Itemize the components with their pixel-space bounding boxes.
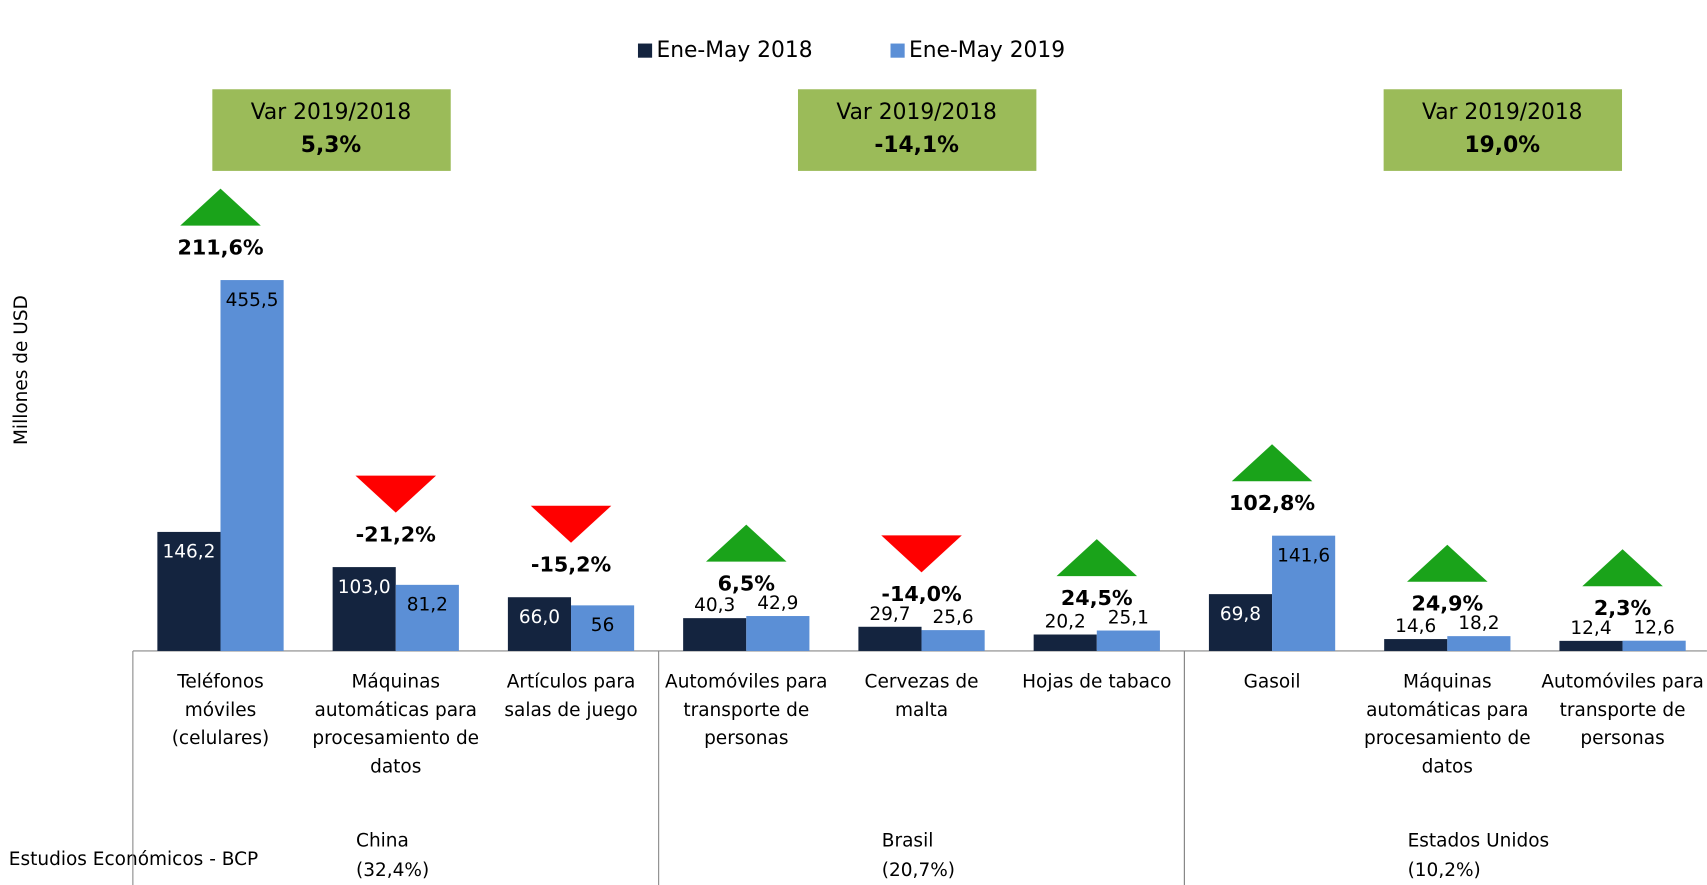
legend-swatch [637, 43, 653, 58]
change-arrow [180, 188, 261, 226]
bar [683, 618, 747, 651]
change-arrow [1582, 549, 1663, 587]
x-tick-label: Cervezas de malta [865, 672, 979, 721]
bar [571, 605, 635, 651]
change-label: -14,0% [881, 582, 962, 606]
legend-label: Ene-May 2018 [656, 38, 812, 63]
change-arrow [530, 505, 612, 543]
bar [1272, 535, 1336, 651]
bar [1559, 640, 1623, 651]
bar [220, 280, 284, 651]
bar [921, 630, 985, 651]
value-label: 14,6 [1395, 616, 1436, 637]
x-tick-label: Hojas de tabaco [1022, 672, 1171, 693]
change-label: 102,8% [1229, 491, 1315, 515]
change-arrow [1407, 544, 1488, 582]
x-tick-label: Gasoil [1244, 672, 1301, 693]
change-label: -15,2% [531, 553, 612, 577]
change-label: 24,5% [1061, 586, 1133, 610]
group-share: (20,7%) [882, 860, 955, 881]
change-arrow [355, 475, 437, 513]
legend-swatch [890, 43, 905, 58]
change-arrow [881, 535, 962, 573]
change-label: 2,3% [1594, 596, 1652, 620]
bar [507, 597, 572, 651]
footer: Estudios Económicos - BCP [9, 849, 258, 870]
change-arrow [1056, 539, 1138, 577]
var-value: 5,3% [301, 133, 362, 158]
group-name: Brasil [882, 830, 934, 851]
var-title: Var 2019/2018 [251, 100, 412, 125]
value-label: 56 [591, 615, 615, 636]
bar [858, 626, 922, 651]
value-label: 146,2 [162, 542, 215, 563]
change-label: 24,9% [1411, 592, 1483, 616]
y-axis-title: Millones de USD [11, 295, 32, 445]
value-label: 103,0 [338, 577, 391, 598]
bar [1384, 639, 1448, 651]
var-value: 19,0% [1465, 133, 1541, 158]
group-share: (10,2%) [1408, 860, 1481, 881]
group-name: Estados Unidos [1408, 830, 1550, 851]
bar [1447, 636, 1511, 651]
bar [1033, 634, 1097, 651]
x-tick-label: Automóviles para transporte de personas [1541, 672, 1703, 750]
value-label: 66,0 [519, 607, 560, 628]
bar [1096, 630, 1160, 651]
value-label: 25,1 [1108, 608, 1149, 629]
var-title: Var 2019/2018 [1422, 100, 1583, 125]
bar [157, 531, 221, 651]
var-title: Var 2019/2018 [836, 100, 997, 125]
value-label: 12,4 [1570, 618, 1611, 639]
bar [1208, 594, 1273, 651]
x-tick-label: Teléfonos móviles (celulares) [172, 672, 270, 750]
x-tick-label: Máquinas automáticas para procesamiento de… [1364, 672, 1531, 778]
value-label: 81,2 [407, 595, 448, 616]
value-label: 20,2 [1045, 612, 1086, 633]
value-label: 25,6 [933, 607, 974, 628]
value-label: 40,3 [694, 595, 735, 616]
value-label: 12,6 [1634, 618, 1675, 639]
x-tick-label: Máquinas automáticas para procesamiento de… [312, 672, 479, 778]
var-box [212, 89, 451, 171]
change-label: 6,5% [718, 571, 776, 595]
bar [1622, 640, 1686, 651]
bar [395, 584, 459, 651]
x-tick-label: Automóviles para transporte de personas [665, 672, 827, 750]
value-label: 455,5 [226, 290, 279, 311]
change-label: 211,6% [177, 236, 263, 260]
group-name: China [356, 830, 409, 851]
var-value: -14,1% [874, 133, 959, 158]
value-label: 18,2 [1458, 613, 1499, 634]
change-arrow [1231, 444, 1313, 482]
var-box [1383, 89, 1623, 171]
group-share: (32,4%) [356, 860, 429, 881]
value-label: 29,7 [869, 604, 910, 625]
bar [746, 616, 810, 651]
change-arrow [706, 524, 787, 562]
value-label: 42,9 [757, 593, 798, 614]
x-tick-label: Artículos para salas de juego [504, 672, 637, 721]
legend-label: Ene-May 2019 [909, 38, 1065, 63]
value-label: 69,8 [1220, 604, 1261, 625]
value-label: 141,6 [1277, 545, 1330, 566]
bar [332, 567, 396, 651]
var-box [797, 89, 1037, 171]
change-label: -21,2% [356, 523, 437, 547]
